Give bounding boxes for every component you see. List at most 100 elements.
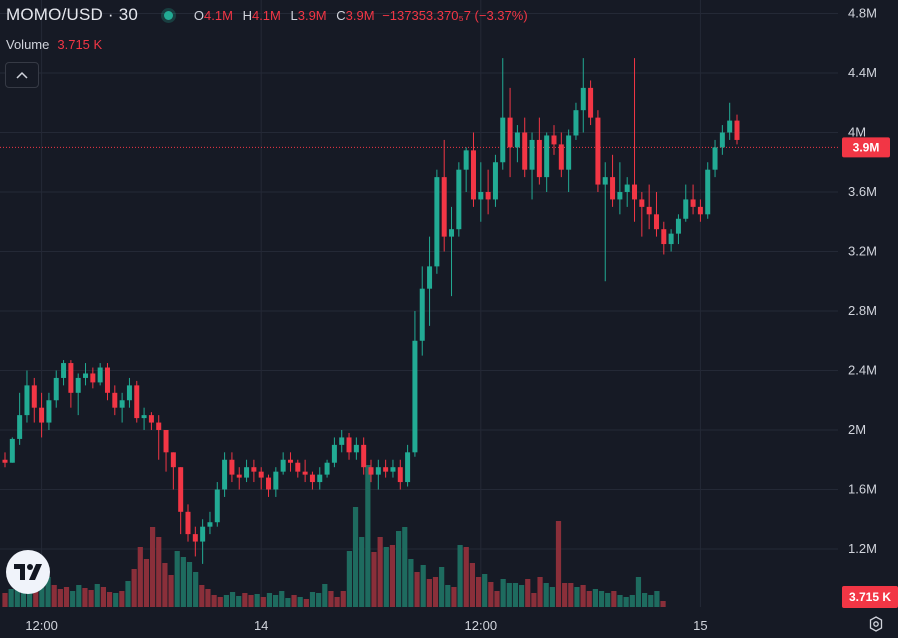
candle-body bbox=[675, 218, 681, 234]
volume-bar bbox=[660, 601, 666, 607]
candle-body bbox=[390, 467, 396, 472]
volume-bar bbox=[297, 597, 303, 607]
candle bbox=[514, 125, 520, 163]
volume-bar bbox=[125, 581, 131, 607]
open-value: 4.1M bbox=[204, 8, 233, 23]
candle bbox=[353, 437, 359, 460]
candle-body bbox=[236, 474, 242, 478]
candle-body bbox=[588, 87, 594, 118]
candle-body bbox=[17, 415, 23, 439]
volume-bar bbox=[254, 594, 260, 607]
candle bbox=[119, 392, 125, 423]
volume-bar bbox=[568, 583, 574, 607]
candle bbox=[39, 392, 45, 438]
symbol-title[interactable]: MOMO/USD · 30 bbox=[6, 5, 139, 24]
candle bbox=[383, 459, 389, 478]
candle bbox=[192, 526, 198, 557]
collapse-legend-button[interactable] bbox=[5, 62, 39, 88]
candle-body bbox=[470, 150, 476, 200]
candle bbox=[222, 452, 228, 497]
candle bbox=[449, 206, 455, 297]
candle bbox=[368, 459, 374, 483]
candle-body bbox=[375, 467, 381, 475]
y-tick-label: 4M bbox=[848, 125, 866, 140]
volume-bar bbox=[457, 545, 463, 607]
candle-body bbox=[734, 120, 740, 140]
candle bbox=[178, 467, 184, 535]
candle bbox=[53, 370, 59, 408]
volume-bar bbox=[352, 507, 359, 607]
volume-bar bbox=[137, 547, 143, 607]
volume-bar bbox=[20, 587, 27, 607]
candle bbox=[31, 377, 37, 423]
candle-body bbox=[514, 132, 520, 148]
y-tick-label: 2.4M bbox=[848, 363, 877, 378]
candle bbox=[83, 363, 89, 386]
chart-settings-button[interactable] bbox=[866, 614, 886, 634]
volume-bar bbox=[33, 583, 39, 607]
close-value: 3.9M bbox=[345, 8, 375, 23]
tradingview-logo-icon[interactable] bbox=[6, 550, 50, 594]
volume-bar bbox=[598, 591, 605, 607]
candle bbox=[705, 162, 711, 219]
candle bbox=[734, 114, 740, 145]
candle bbox=[375, 459, 381, 490]
market-status-icon[interactable] bbox=[164, 10, 174, 20]
candle-body bbox=[727, 120, 733, 133]
candle bbox=[90, 367, 96, 389]
candle-body bbox=[200, 526, 206, 542]
candle-body bbox=[573, 110, 579, 136]
candle bbox=[68, 360, 74, 408]
candle bbox=[602, 162, 608, 282]
x-tick-label: 12:00 bbox=[465, 618, 498, 633]
volume-bar bbox=[8, 589, 14, 607]
candle-body bbox=[536, 139, 542, 178]
candle bbox=[9, 437, 15, 463]
candle-body bbox=[697, 206, 703, 215]
candle bbox=[544, 132, 550, 192]
volume-bar bbox=[156, 537, 162, 607]
volume-bar bbox=[420, 565, 426, 607]
candle bbox=[324, 459, 330, 478]
candle-body bbox=[690, 199, 696, 207]
candle bbox=[675, 214, 681, 245]
candle bbox=[536, 117, 542, 185]
candle bbox=[104, 363, 110, 401]
price-axis[interactable]: 4.8M 4.4M 4M 3.6M 3.2M 2.8M 2.4M 2M 1.6M 1.2M bbox=[848, 6, 877, 557]
volume-label[interactable]: Volume bbox=[6, 37, 50, 52]
volume-bar bbox=[248, 595, 254, 607]
candle-body bbox=[309, 474, 315, 483]
last-price-label: 3.9M bbox=[853, 140, 880, 154]
volume-bar bbox=[426, 579, 432, 607]
candle bbox=[697, 199, 703, 222]
candle bbox=[112, 385, 118, 416]
candle-body bbox=[610, 177, 616, 200]
candle bbox=[661, 221, 667, 255]
volume-bar bbox=[316, 593, 322, 607]
candle bbox=[397, 459, 403, 490]
candle-body bbox=[507, 117, 513, 148]
volume-bar bbox=[432, 577, 439, 607]
candle bbox=[522, 117, 528, 178]
volume-bar bbox=[131, 569, 137, 607]
price-candles bbox=[2, 58, 740, 564]
candle bbox=[610, 154, 616, 207]
volume-bar bbox=[463, 547, 469, 607]
volume-bar bbox=[303, 599, 309, 607]
candle-body bbox=[353, 444, 359, 453]
candle-body bbox=[639, 199, 645, 207]
candle bbox=[163, 430, 169, 472]
volume-bar bbox=[88, 590, 94, 607]
volume-bar bbox=[543, 583, 549, 607]
volume-bar bbox=[531, 593, 537, 607]
legend-header: MOMO/USD · 30 O4.1M H4.1M L3.9M C3.9M −1… bbox=[6, 5, 528, 25]
candle-body bbox=[324, 462, 330, 475]
y-tick-label: 4.4M bbox=[848, 65, 877, 80]
candle bbox=[405, 444, 411, 487]
volume-bar bbox=[260, 597, 266, 607]
volume-bar bbox=[617, 595, 623, 607]
candle bbox=[361, 437, 367, 475]
volume-bar bbox=[322, 584, 328, 607]
